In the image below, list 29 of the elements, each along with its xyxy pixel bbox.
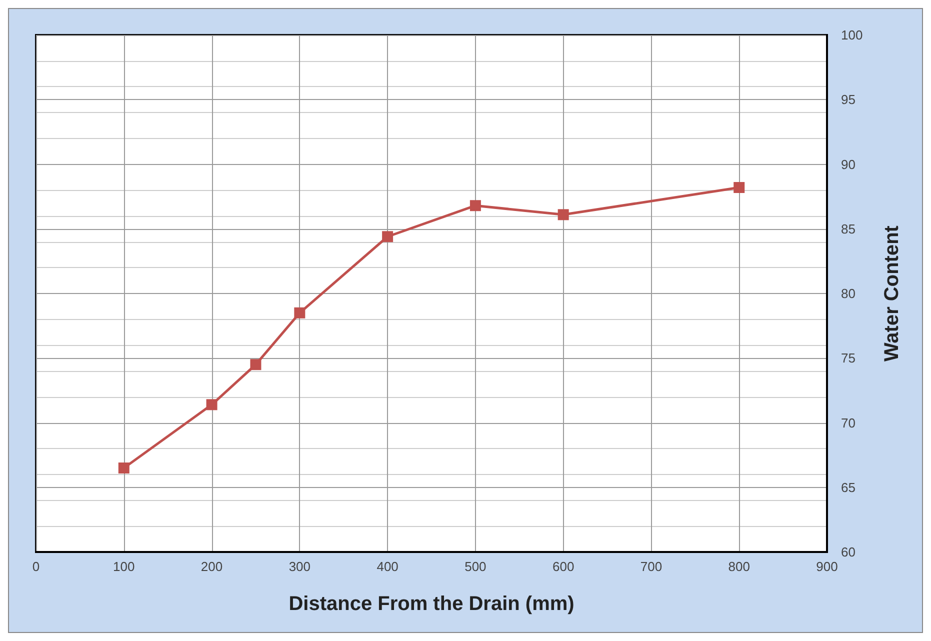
y-tick-label: 75: [841, 350, 856, 366]
y-tick-label: 90: [841, 156, 856, 172]
point: [382, 231, 394, 242]
x-tick-label: 300: [288, 559, 311, 574]
x-tick-label: 200: [200, 559, 223, 574]
y-tick-label: 70: [841, 415, 856, 430]
point: [206, 399, 218, 410]
x-tick-label: 700: [640, 559, 662, 574]
x-axis-title: Distance From the Drain (mm): [288, 593, 574, 615]
x-tick-label: 600: [552, 559, 574, 574]
x-tick-label: 400: [376, 559, 398, 574]
point: [294, 307, 306, 318]
x-tick-label: 100: [113, 559, 135, 574]
y-axis-title: Water Content: [881, 225, 903, 362]
x-tick-label: 900: [816, 559, 838, 574]
y-tick-label: 60: [841, 544, 856, 560]
point: [250, 359, 262, 370]
x-tick-label: 800: [728, 559, 750, 574]
point: [118, 462, 130, 474]
x-tick-label: 500: [464, 559, 486, 574]
point: [470, 200, 481, 212]
point: [734, 182, 745, 194]
y-tick-label: 80: [841, 286, 856, 301]
y-tick-label: 65: [841, 480, 856, 495]
x-tick-label: 0: [32, 559, 40, 574]
y-tick-label: 85: [841, 221, 856, 236]
point: [558, 209, 569, 220]
y-tick-label: 95: [841, 92, 856, 108]
y-tick-label: 100: [841, 28, 863, 42]
